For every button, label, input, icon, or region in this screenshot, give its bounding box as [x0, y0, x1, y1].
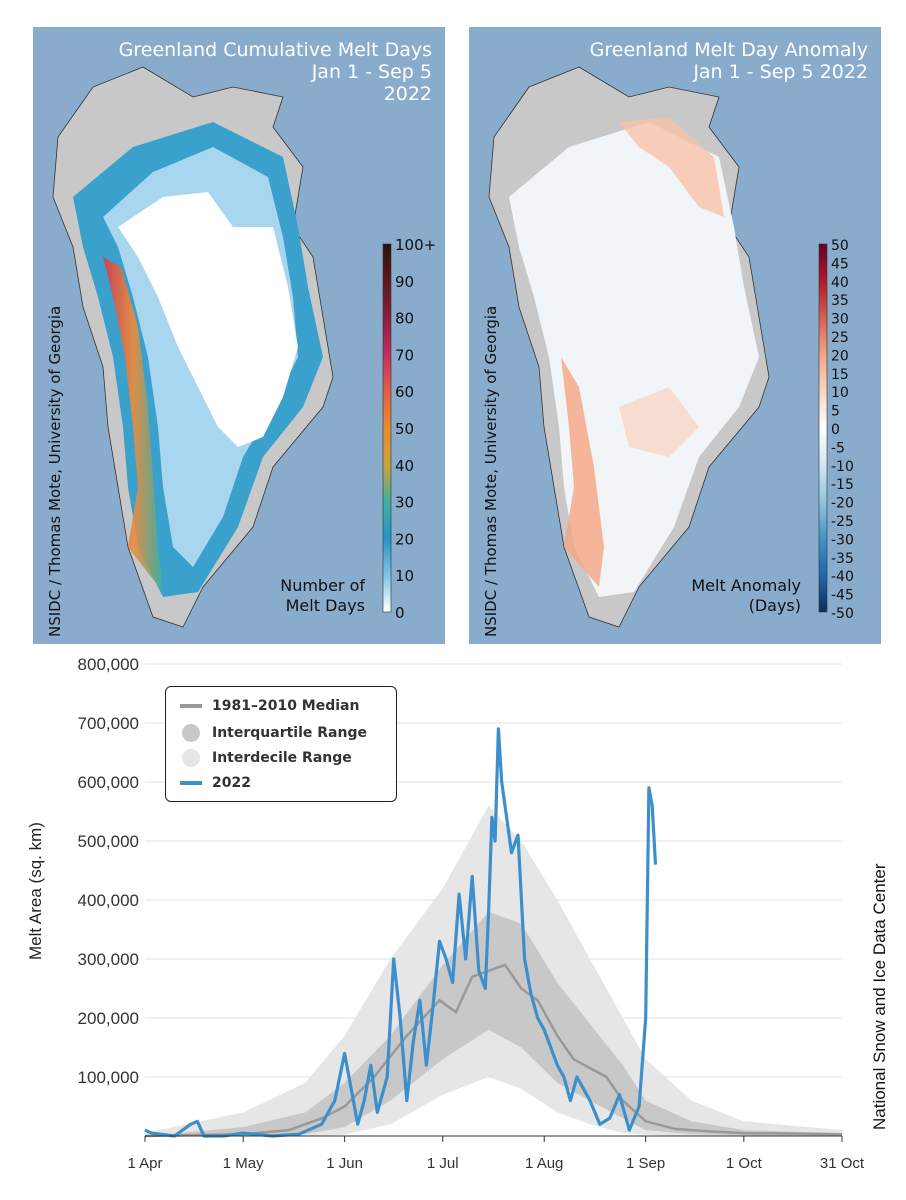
colorbar-melt-days	[382, 243, 392, 613]
map-credit-left: NSIDC / Thomas Mote, University of Georg…	[46, 305, 64, 637]
x-tick-labels: 1 Apr 1 May 1 Jun 1 Jul 1 Aug 1 Sep 1 Oct 31 Oc…	[127, 1136, 865, 1172]
anomaly-colorbar-tick-0: 50	[831, 238, 849, 254]
median-line	[144, 963, 843, 1138]
cumulative-melt-days-map: 100+ 90 80 70 60 50 40 30 20 10 0 Greenland Cumula…	[33, 27, 445, 644]
series-line-2022	[144, 727, 658, 1138]
anomaly-colorbar-tick-9: 5	[831, 404, 840, 420]
legend-swatch-2022	[180, 781, 202, 785]
x-tick-label-6: 1 Oct	[726, 1155, 763, 1172]
legend-swatch-median	[180, 704, 202, 708]
legend-item-interdecile: Interdecile Range	[180, 749, 352, 769]
melt-days-colorbar-tick-7: 30	[395, 494, 414, 512]
y-tick-label-2: 300,000	[78, 950, 139, 969]
anomaly-colorbar-tick-10: 0	[831, 422, 840, 438]
anomaly-colorbar-tick-3: 35	[831, 293, 849, 309]
y-tick-label-7: 800,000	[78, 655, 139, 674]
legend-swatch-interdecile	[182, 749, 200, 767]
melt-days-colorbar-tick-10: 0	[395, 604, 405, 622]
anomaly-colorbar-tick-19: -45	[831, 588, 854, 604]
legend-item-interquartile: Interquartile Range	[180, 724, 367, 744]
colorbar-label-left: Number of Melt Days	[280, 576, 365, 615]
y-tick-label-0: 100,000	[78, 1068, 139, 1087]
anomaly-colorbar-tick-18: -40	[831, 569, 854, 585]
melt-anomaly-map: 50 45 40 35 30 25 20 15 10 5 0 -5 -10 -15 -20 -25 -30 -35…	[469, 27, 881, 644]
x-tick-label-2: 1 Jun	[326, 1155, 363, 1172]
melt-days-colorbar-tick-0: 100+	[395, 236, 436, 254]
y-tick-label-1: 200,000	[78, 1009, 139, 1028]
map-credit-right: NSIDC / Thomas Mote, University of Georg…	[482, 305, 500, 637]
x-tick-label-1: 1 May	[223, 1155, 264, 1172]
legend-swatch-interquartile	[182, 724, 200, 742]
legend-item-median: 1981–2010 Median	[180, 698, 359, 718]
no-melt-interior	[118, 192, 298, 447]
anomaly-colorbar-tick-2: 40	[831, 275, 849, 291]
anomaly-colorbar-tick-15: -25	[831, 514, 854, 530]
x-tick-label-4: 1 Aug	[525, 1155, 563, 1172]
y-tick-label-3: 400,000	[78, 891, 139, 910]
anomaly-colorbar-tick-20: -50	[831, 606, 854, 622]
map-title-left: Greenland Cumulative Melt Days Jan 1 - S…	[118, 39, 432, 105]
anomaly-colorbar-tick-5: 25	[831, 330, 849, 346]
anomaly-colorbar-tick-6: 20	[831, 348, 849, 364]
map-title-right: Greenland Melt Day Anomaly Jan 1 - Sep 5…	[589, 39, 868, 83]
melt-days-colorbar-tick-4: 60	[395, 383, 414, 401]
melt-days-colorbar-tick-1: 90	[395, 273, 414, 291]
y-tick-label-5: 600,000	[78, 773, 139, 792]
melt-anomaly-map-graphic: 50454035302520151050-5-10-15-20-25-30-35…	[488, 66, 854, 628]
melt-area-chart: 100,000 200,000 300,000 400,000 500,000 600,0…	[78, 655, 865, 1172]
x-tick-label-0: 1 Apr	[127, 1155, 162, 1172]
anomaly-colorbar-tick-17: -35	[831, 551, 854, 567]
anomaly-colorbar-tick-12: -10	[831, 459, 854, 475]
interquartile-band	[145, 911, 842, 1136]
legend-item-2022: 2022	[180, 775, 251, 795]
y-tick-label-4: 500,000	[78, 832, 139, 851]
anomaly-colorbar-tick-16: -30	[831, 532, 854, 548]
anomaly-colorbar-tick-13: -15	[831, 477, 854, 493]
anomaly-colorbar-tick-1: 45	[831, 256, 849, 272]
ice-sheet-anomaly	[509, 122, 759, 597]
colorbar-anomaly	[818, 243, 828, 613]
melt-days-colorbar-tick-8: 20	[395, 530, 414, 548]
y-axis-label: Melt Area (sq. km)	[26, 822, 45, 960]
x-tick-label-7: 31 Oct	[820, 1155, 865, 1172]
y-tick-label-6: 700,000	[78, 714, 139, 733]
colorbar-label-right: Melt Anomaly (Days)	[691, 576, 801, 615]
melt-days-colorbar-tick-5: 50	[395, 420, 414, 438]
melt-days-map-graphic: 100+ 90 80 70 60 50 40 30 20 10 0	[52, 66, 436, 628]
chart-legend: 1981–2010 Median Interquartile Range Int…	[165, 686, 397, 802]
y-tick-labels: 100,000 200,000 300,000 400,000 500,000 600,0…	[78, 655, 139, 1087]
anomaly-colorbar-tick-4: 30	[831, 312, 849, 328]
chart-credit: National Snow and Ice Data Center	[870, 863, 889, 1131]
x-tick-label-5: 1 Sep	[626, 1155, 665, 1172]
anomaly-colorbar-tick-14: -20	[831, 496, 854, 512]
x-tick-label-3: 1 Jul	[427, 1155, 459, 1172]
anomaly-colorbar-tick-11: -5	[831, 440, 845, 456]
melt-days-colorbar-tick-6: 40	[395, 457, 414, 475]
melt-days-colorbar-tick-3: 70	[395, 346, 414, 364]
melt-days-colorbar-tick-2: 80	[395, 310, 414, 328]
melt-days-colorbar-tick-9: 10	[395, 567, 414, 585]
anomaly-colorbar-tick-7: 15	[831, 367, 849, 383]
anomaly-colorbar-tick-8: 10	[831, 385, 849, 401]
